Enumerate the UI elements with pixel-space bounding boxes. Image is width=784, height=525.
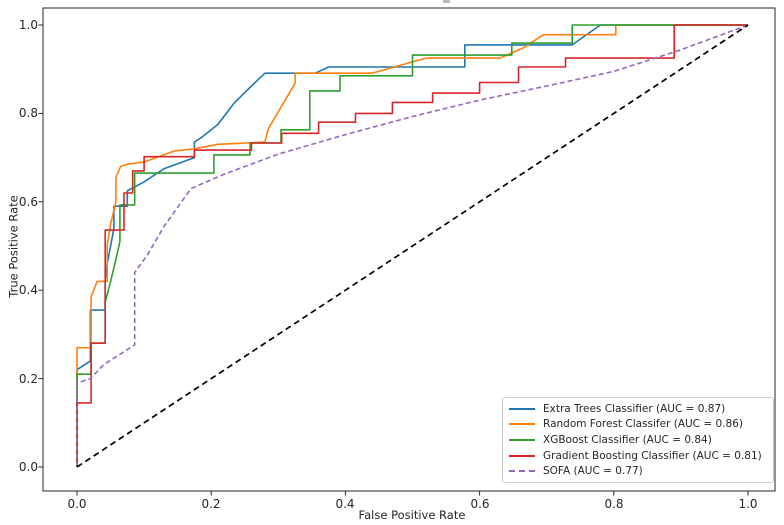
legend-label: Gradient Boosting Classifier (AUC = 0.81… — [543, 449, 762, 462]
x-tick-label: 0.6 — [470, 497, 490, 511]
legend-row-extra-trees: Extra Trees Classifier (AUC = 0.87) — [509, 401, 768, 417]
y-tick-label: 0.0 — [18, 460, 38, 474]
legend-label: Extra Trees Classifier (AUC = 0.87) — [543, 402, 726, 415]
y-tick-label: 0.2 — [18, 371, 38, 386]
y-tick-label: 1.0 — [18, 18, 38, 32]
legend-row-random-forest: Random Forest Classifer (AUC = 0.86) — [509, 417, 768, 433]
y-tick-label: 0.4 — [18, 283, 38, 298]
legend-row-sofa: SOFA (AUC = 0.77) — [509, 463, 768, 479]
plot-frame — [42, 7, 776, 492]
legend-row-gradient-boosting: Gradient Boosting Classifier (AUC = 0.81… — [509, 448, 768, 464]
gradient-boosting-line-sample — [509, 454, 535, 457]
x-tick-label: 0.2 — [201, 497, 221, 511]
x-tick-label: 0.4 — [335, 497, 355, 511]
extra-trees-line-sample — [509, 407, 535, 410]
x-tick-label: 0.8 — [604, 497, 624, 511]
cropped-title-remnant — [443, 0, 450, 3]
curve-gradient-boosting-classifier — [76, 24, 748, 467]
random-forest-line-sample — [509, 423, 535, 426]
curve-sofa — [76, 24, 749, 467]
y-tick-label: 0.8 — [18, 106, 38, 121]
x-axis-label: False Positive Rate — [358, 508, 466, 522]
x-tick-label: 0.0 — [67, 497, 87, 511]
legend-row-xgboost: XGBoost Classifier (AUC = 0.84) — [509, 432, 768, 448]
legend-label: XGBoost Classifier (AUC = 0.84) — [543, 433, 712, 446]
legend-label: SOFA (AUC = 0.77) — [543, 465, 643, 478]
curve-chance — [76, 24, 749, 468]
xgboost-line-sample — [509, 438, 535, 441]
legend: Extra Trees Classifier (AUC = 0.87) Rand… — [502, 397, 774, 483]
legend-label: Random Forest Classifer (AUC = 0.86) — [543, 418, 743, 431]
sofa-line-sample — [509, 470, 535, 473]
y-tick-label: 0.6 — [18, 194, 38, 209]
x-tick-label: 1.0 — [738, 497, 758, 511]
y-axis-label: True Positive Rate — [6, 195, 21, 298]
